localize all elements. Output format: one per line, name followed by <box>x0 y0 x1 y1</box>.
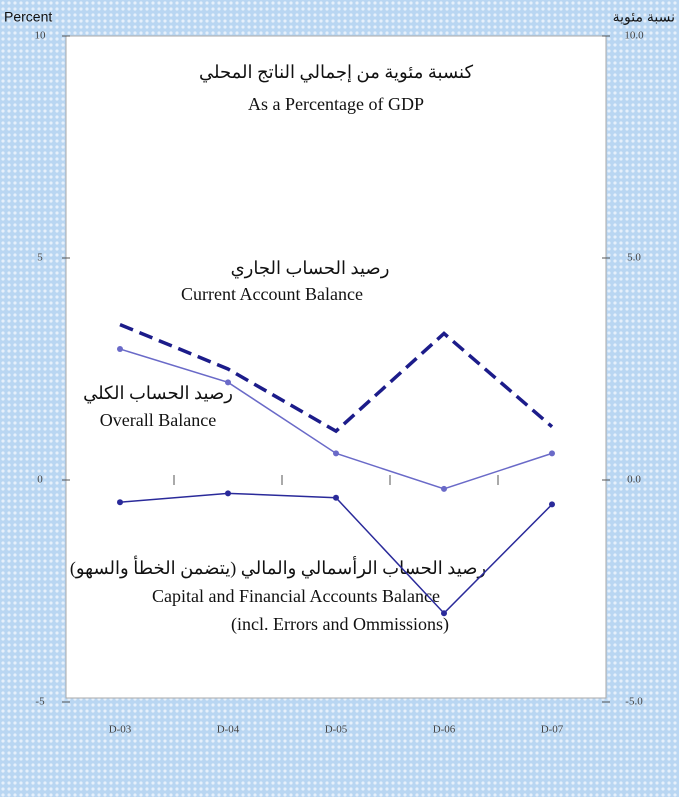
point <box>117 346 123 353</box>
plot-area <box>65 35 607 699</box>
series-line <box>119 322 554 434</box>
annotation: Capital and Financial Accounts Balance <box>152 586 440 606</box>
point <box>333 450 339 457</box>
subtitle: As a Percentage of GDP <box>248 94 424 114</box>
annotation: رصيد الحساب الكلي <box>83 383 233 404</box>
annotation: رصيد الحساب الرأسمالي والمالي (يتضمن الخ… <box>70 555 486 579</box>
y-tick-label: 0 <box>37 474 43 486</box>
y2-tick-label: 5.0 <box>627 252 641 264</box>
x-tick-label: D-03 <box>109 724 132 736</box>
annotation: Current Account Balance <box>181 284 363 304</box>
y-tick-label: 10 <box>35 30 47 42</box>
y2-label: نسبة مئوية <box>613 9 675 26</box>
y2-tick-label: 10.0 <box>624 30 644 42</box>
point <box>333 494 339 501</box>
y2-tick-label: 0.0 <box>627 474 641 486</box>
point <box>225 379 231 386</box>
x-tick-label: D-05 <box>325 724 348 736</box>
title: كنسبة مئوية من إجمالي الناتج المحلي <box>199 62 473 83</box>
x-tick-label: D-06 <box>433 724 456 736</box>
point <box>549 501 555 508</box>
annotation: رصيد الحساب الجاري <box>231 258 390 279</box>
x-tick-label: D-04 <box>217 724 240 736</box>
point <box>441 610 447 617</box>
y-tick-label: 5 <box>37 252 43 264</box>
annotation: Overall Balance <box>100 410 216 430</box>
point <box>225 490 231 497</box>
point <box>117 499 123 506</box>
annotation: (incl. Errors and Ommissions) <box>231 614 449 635</box>
x-tick-label: D-07 <box>541 724 564 736</box>
point <box>441 485 447 492</box>
y-label: Percent <box>4 9 52 25</box>
point <box>549 450 555 457</box>
y-tick-label: -5 <box>35 696 45 708</box>
y2-tick-label: -5.0 <box>625 696 643 708</box>
